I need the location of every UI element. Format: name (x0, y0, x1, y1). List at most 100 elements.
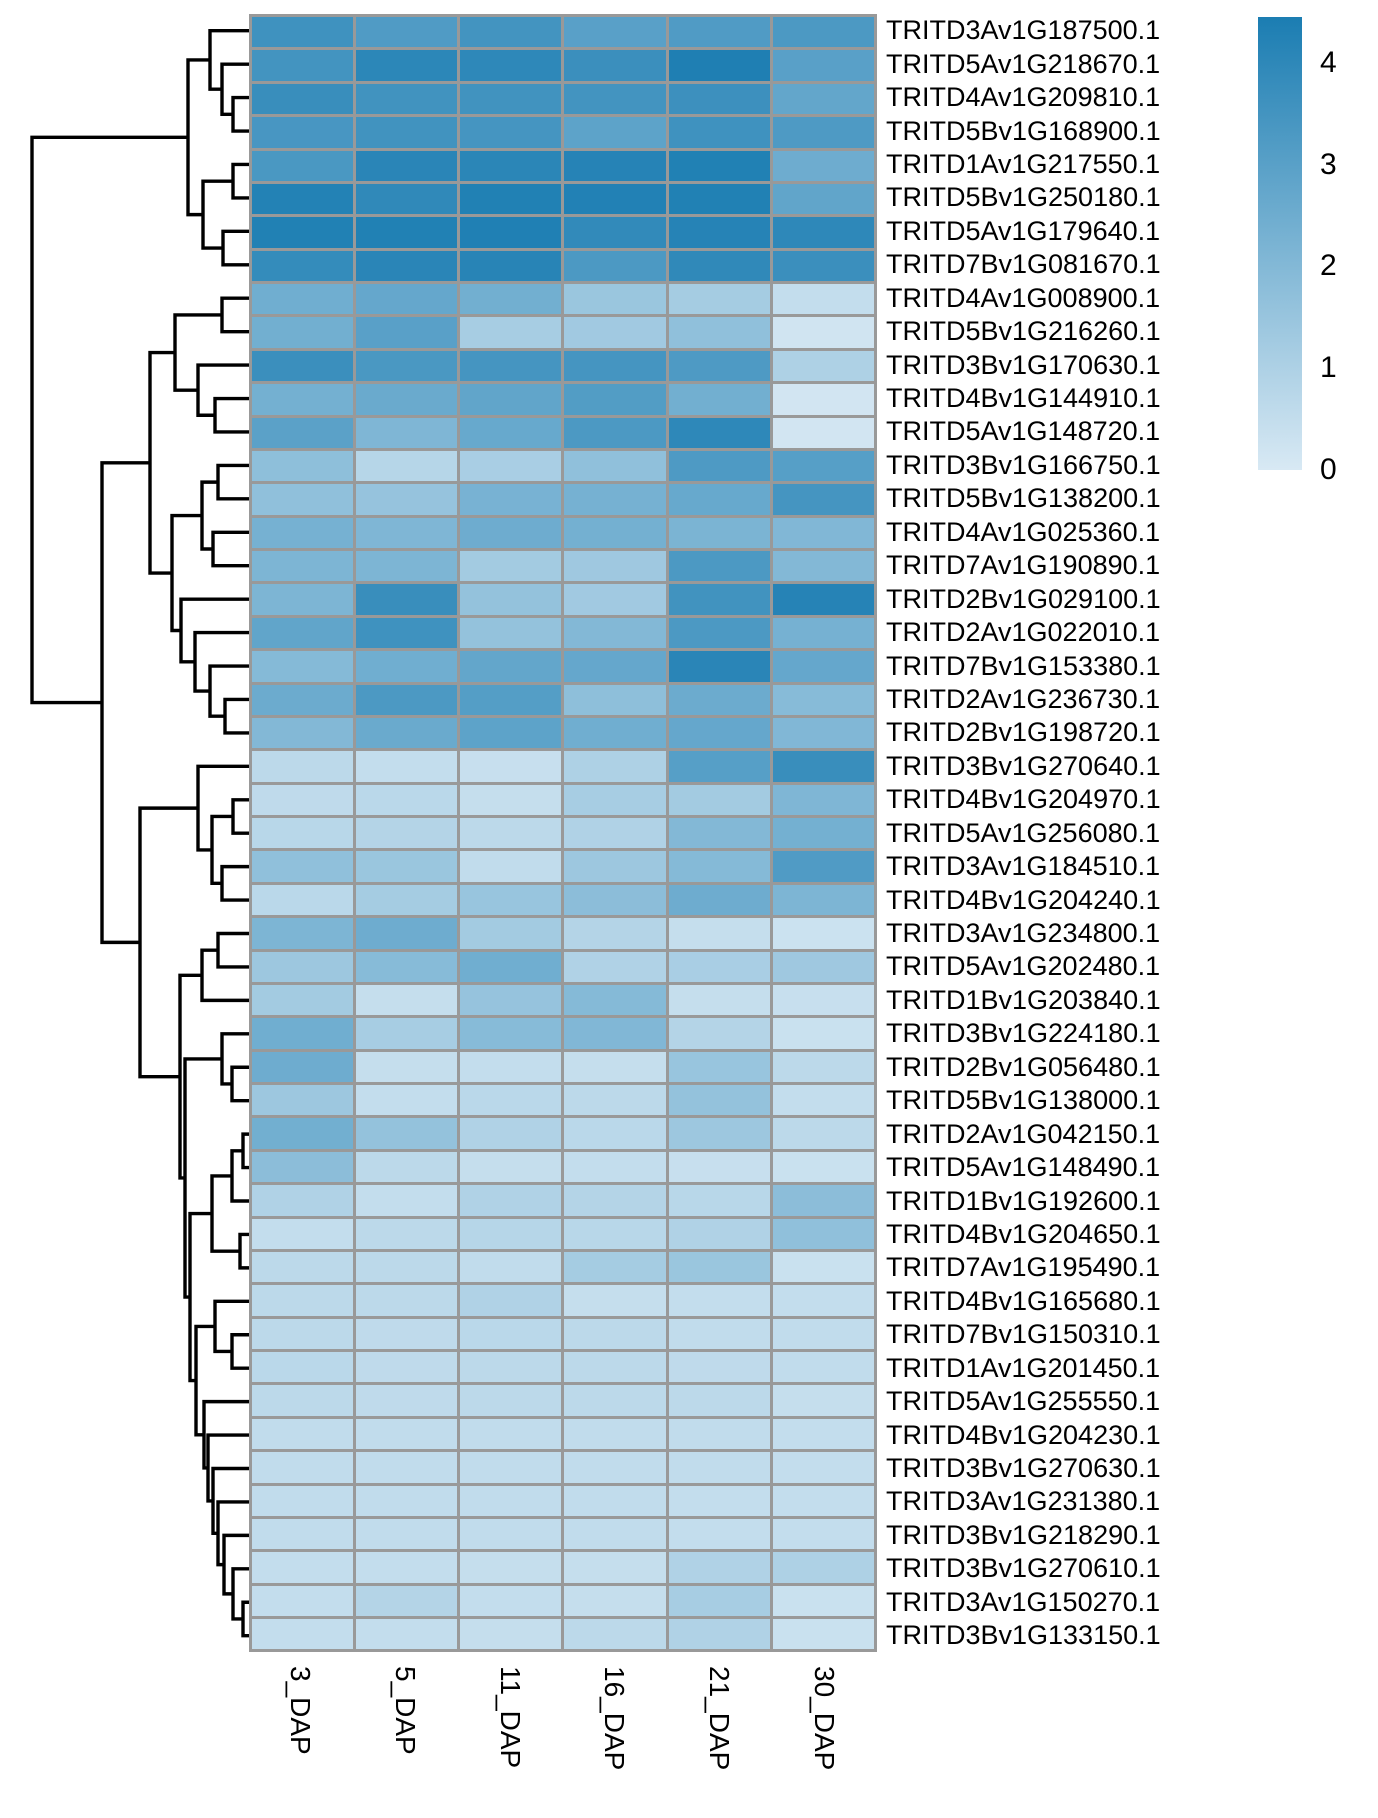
heatmap-cell (460, 784, 562, 815)
heatmap-cell (460, 684, 562, 715)
heatmap-cell (356, 1585, 458, 1616)
gene-label: TRITD5Bv1G168900.1 (886, 115, 1161, 146)
heatmap-cell (564, 1619, 666, 1650)
heatmap-cell (668, 284, 770, 315)
heatmap-cell (252, 884, 354, 916)
heatmap-cell (460, 1552, 562, 1583)
heatmap-cell (252, 1318, 354, 1349)
heatmap-cell (356, 450, 458, 482)
heatmap-cell (668, 751, 770, 782)
heatmap-cell (252, 584, 354, 615)
gene-label: TRITD1Av1G217550.1 (886, 148, 1161, 179)
heatmap-cell (564, 1585, 666, 1616)
heatmap-cell (564, 1185, 666, 1216)
heatmap-cell (252, 417, 354, 448)
heatmap-cell (772, 150, 874, 181)
gene-label: TRITD1Av1G201450.1 (886, 1352, 1161, 1383)
heatmap-cell (460, 1385, 562, 1416)
heatmap-cell (460, 50, 562, 81)
heatmap-cell (564, 617, 666, 649)
heatmap-cell (668, 350, 770, 382)
heatmap-cell (460, 17, 562, 48)
heatmap-cell (772, 684, 874, 715)
heatmap-cell (564, 50, 666, 81)
heatmap-cell (772, 1352, 874, 1383)
gene-label: TRITD1Bv1G203840.1 (886, 984, 1161, 1015)
heatmap-cell (460, 117, 562, 148)
heatmap-cell (252, 1418, 354, 1450)
heatmap-cell (460, 1285, 562, 1316)
heatmap-cell (772, 717, 874, 749)
heatmap-cell (668, 1051, 770, 1082)
gene-label: TRITD5Bv1G250180.1 (886, 182, 1161, 213)
heatmap-cell (564, 717, 666, 749)
heatmap-cell (772, 1285, 874, 1316)
heatmap-cell (564, 851, 666, 882)
heatmap-cell (772, 918, 874, 949)
heatmap-cell (252, 1385, 354, 1416)
heatmap-cell (356, 217, 458, 248)
heatmap-cell (460, 651, 562, 682)
heatmap-cell (668, 1352, 770, 1383)
gene-label: TRITD5Av1G218670.1 (886, 48, 1161, 79)
gene-label: TRITD5Bv1G216260.1 (886, 316, 1161, 347)
gene-label: TRITD3Bv1G170630.1 (886, 349, 1161, 380)
heatmap-cell (252, 1452, 354, 1483)
heatmap-cell (668, 450, 770, 482)
heatmap-cell (772, 1185, 874, 1216)
heatmap-cell (460, 1151, 562, 1183)
heatmap-cell (356, 1385, 458, 1416)
heatmap-cell (460, 1485, 562, 1516)
heatmap-cell (772, 551, 874, 582)
gene-label: TRITD7Bv1G081670.1 (886, 249, 1161, 280)
heatmap-cell (356, 1552, 458, 1583)
heatmap-cell (668, 584, 770, 615)
heatmap-cell (564, 1552, 666, 1583)
heatmap-cell (564, 551, 666, 582)
heatmap-cell (668, 851, 770, 882)
heatmap-cell (356, 1318, 458, 1349)
heatmap-cell (252, 250, 354, 281)
heatmap-cell (668, 551, 770, 582)
heatmap-cell (772, 617, 874, 649)
gene-label: TRITD5Bv1G138000.1 (886, 1085, 1161, 1116)
heatmap-cell (668, 951, 770, 982)
heatmap-cell (460, 484, 562, 515)
heatmap-cell (356, 1118, 458, 1149)
heatmap-cell (356, 183, 458, 215)
heatmap-cell (460, 417, 562, 448)
heatmap-cell (460, 1251, 562, 1283)
heatmap-cell (668, 1552, 770, 1583)
heatmap-cell (252, 951, 354, 982)
heatmap-cell (252, 50, 354, 81)
heatmap-cell (772, 1619, 874, 1650)
gene-label: TRITD2Av1G042150.1 (886, 1118, 1161, 1149)
heatmap-cell (772, 1318, 874, 1349)
gene-label: TRITD3Bv1G270610.1 (886, 1553, 1161, 1584)
heatmap-cell (252, 617, 354, 649)
heatmap-cell (772, 284, 874, 315)
heatmap-cell (564, 284, 666, 315)
heatmap-cell (668, 1318, 770, 1349)
heatmap-cell (564, 384, 666, 415)
gene-label: TRITD5Av1G148720.1 (886, 416, 1161, 447)
heatmap-cell (356, 984, 458, 1016)
heatmap-cell (668, 651, 770, 682)
heatmap-cell (356, 617, 458, 649)
heatmap-cell (564, 17, 666, 48)
heatmap-cell (772, 317, 874, 348)
heatmap-cell (252, 183, 354, 215)
gene-label: TRITD1Bv1G192600.1 (886, 1185, 1161, 1216)
heatmap-cell (252, 217, 354, 248)
heatmap-cell (564, 484, 666, 515)
heatmap-cell (668, 784, 770, 815)
heatmap-cell (252, 317, 354, 348)
gene-label: TRITD7Bv1G153380.1 (886, 650, 1161, 681)
gene-label: TRITD4Bv1G204240.1 (886, 884, 1161, 915)
heatmap-cell (564, 1318, 666, 1349)
gene-label: TRITD7Av1G195490.1 (886, 1252, 1161, 1283)
heatmap-cell (772, 851, 874, 882)
heatmap-cell (772, 350, 874, 382)
heatmap-cell (564, 217, 666, 248)
heatmap-cell (252, 551, 354, 582)
